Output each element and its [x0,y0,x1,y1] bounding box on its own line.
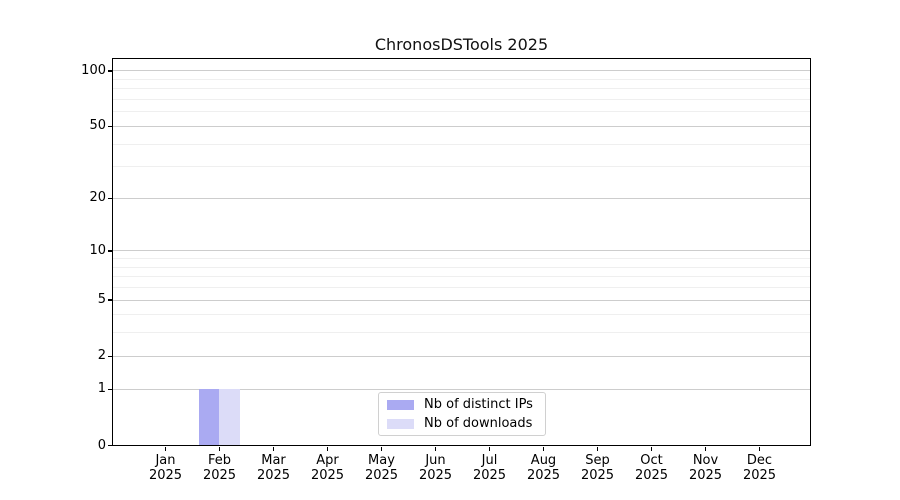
bar-nb-of-distinct-ips [198,388,219,445]
x-tick-label: Dec 2025 [742,452,777,483]
legend-item-downloads: Nb of downloads [387,416,537,432]
y-tick-label: 2 [97,348,106,364]
x-tick-label: Apr 2025 [310,452,345,483]
x-tick-mark [704,446,707,451]
legend-swatch-distinct-ips [387,399,414,410]
y-tick-label: 20 [89,190,106,206]
x-tick-label: Oct 2025 [634,452,669,483]
y-tick-mark [108,299,113,301]
x-tick-label: Aug 2025 [526,452,561,483]
x-tick-label: Feb 2025 [202,452,237,483]
y-tick-label: 100 [81,62,106,78]
legend-label-distinct-ips: Nb of distinct IPs [424,396,533,412]
x-tick-label: Mar 2025 [256,452,291,483]
x-tick-mark [596,446,599,451]
gridline-minor [113,276,810,278]
y-tick-mark [108,250,113,252]
x-tick-mark [758,446,761,451]
gridline-minor [113,143,810,145]
gridline-minor [113,287,810,288]
y-tick-mark [108,125,113,127]
chart-title: ChronosDSTools 2025 [374,35,549,54]
gridline-major [113,299,810,301]
legend: Nb of distinct IPs Nb of downloads [378,392,546,436]
y-tick-mark [108,70,113,72]
x-tick-label: Sep 2025 [580,452,615,483]
legend-label-downloads: Nb of downloads [424,415,533,431]
x-tick-mark [380,446,383,451]
gridline-minor [113,98,810,100]
gridline-major [113,250,810,252]
gridline-minor [113,332,810,334]
x-tick-mark [650,446,653,451]
legend-swatch-downloads [387,418,414,429]
x-tick-mark [218,446,221,451]
gridline-minor [113,266,810,268]
y-tick-label: 50 [89,118,106,134]
y-tick-mark [108,355,113,357]
gridline-minor [113,78,810,80]
y-tick-label: 0 [97,437,106,453]
x-tick-mark [434,446,437,451]
gridline-minor [113,111,810,113]
gridline-major [113,388,810,390]
x-tick-mark [326,446,329,451]
x-tick-mark [488,446,491,451]
y-tick-label: 10 [89,242,106,258]
plot-area [112,58,811,446]
gridline-minor [113,88,810,90]
x-tick-label: Nov 2025 [688,452,723,483]
gridline-major [113,197,810,199]
gridline-minor [113,314,810,316]
x-tick-label: May 2025 [364,452,399,483]
x-tick-label: Jun 2025 [418,452,453,483]
gridline-major [113,70,810,72]
x-tick-mark [272,446,275,451]
y-tick-label: 5 [97,292,106,307]
gridline-minor [113,166,810,168]
x-tick-label: Jan 2025 [148,452,183,483]
y-tick-label: 1 [97,381,106,397]
x-tick-mark [164,446,167,451]
gridline-major [113,125,810,127]
y-tick-mark [108,444,113,447]
y-tick-mark [108,197,113,199]
x-tick-mark [542,446,545,451]
legend-item-distinct-ips: Nb of distinct IPs [387,397,537,413]
bar-nb-of-downloads [219,388,240,445]
gridline-minor [113,258,810,259]
y-tick-mark [108,388,113,390]
x-tick-label: Jul 2025 [472,452,507,483]
gridline-major [113,355,810,357]
